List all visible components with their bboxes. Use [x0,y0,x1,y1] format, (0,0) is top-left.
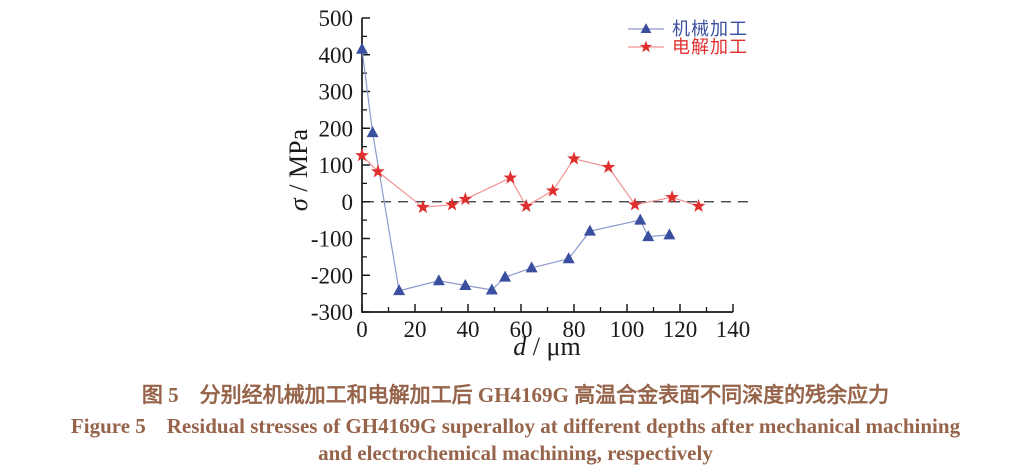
y-axis-title: σ / MPa [284,129,314,211]
legend-marker-star-icon [628,40,664,53]
svg-text:80: 80 [563,317,586,342]
svg-text:300: 300 [319,80,354,105]
svg-text:100: 100 [610,317,645,342]
caption-english-line2: and electrochemical machining, respectiv… [318,441,713,465]
svg-text:200: 200 [319,116,354,141]
svg-text:0: 0 [356,317,368,342]
legend-label-electrochemical: 电解加工 [672,37,748,57]
svg-text:-300: -300 [311,300,353,325]
svg-text:60: 60 [510,317,533,342]
caption-chinese: 图 5 分别经机械加工和电解加工后 GH4169G 高温合金表面不同深度的残余应… [141,383,890,407]
svg-text:-200: -200 [311,263,353,288]
y-axis-title-unit: / MPa [284,128,313,199]
svg-text:-100: -100 [311,227,353,252]
svg-text:400: 400 [319,43,354,68]
x-axis-title-unit: / μm [526,332,581,361]
svg-text:0: 0 [342,190,354,215]
svg-text:120: 120 [663,317,698,342]
legend-item-mechanical: 机械加工 [627,19,748,39]
y-axis-title-symbol: σ [284,198,313,212]
residual-stress-chart: -300 -200 -100 0 100 200 300 400 500 0 20 40 60 80 100… [311,6,751,342]
x-axis-title: d / μm [513,332,580,362]
chart-legend: 机械加工 电解加工 [627,19,748,57]
svg-text:40: 40 [457,317,480,342]
x-axis-title-symbol: d [513,332,527,361]
svg-text:20: 20 [404,317,427,342]
svg-text:500: 500 [319,6,354,31]
legend-item-electrochemical: 电解加工 [627,37,748,57]
svg-text:100: 100 [319,153,354,178]
legend-marker-triangle-icon [628,23,664,34]
svg-text:140: 140 [716,317,751,342]
caption-english-line1: Figure 5 Residual stresses of GH4169G su… [70,414,961,438]
legend-label-mechanical: 机械加工 [672,19,748,39]
